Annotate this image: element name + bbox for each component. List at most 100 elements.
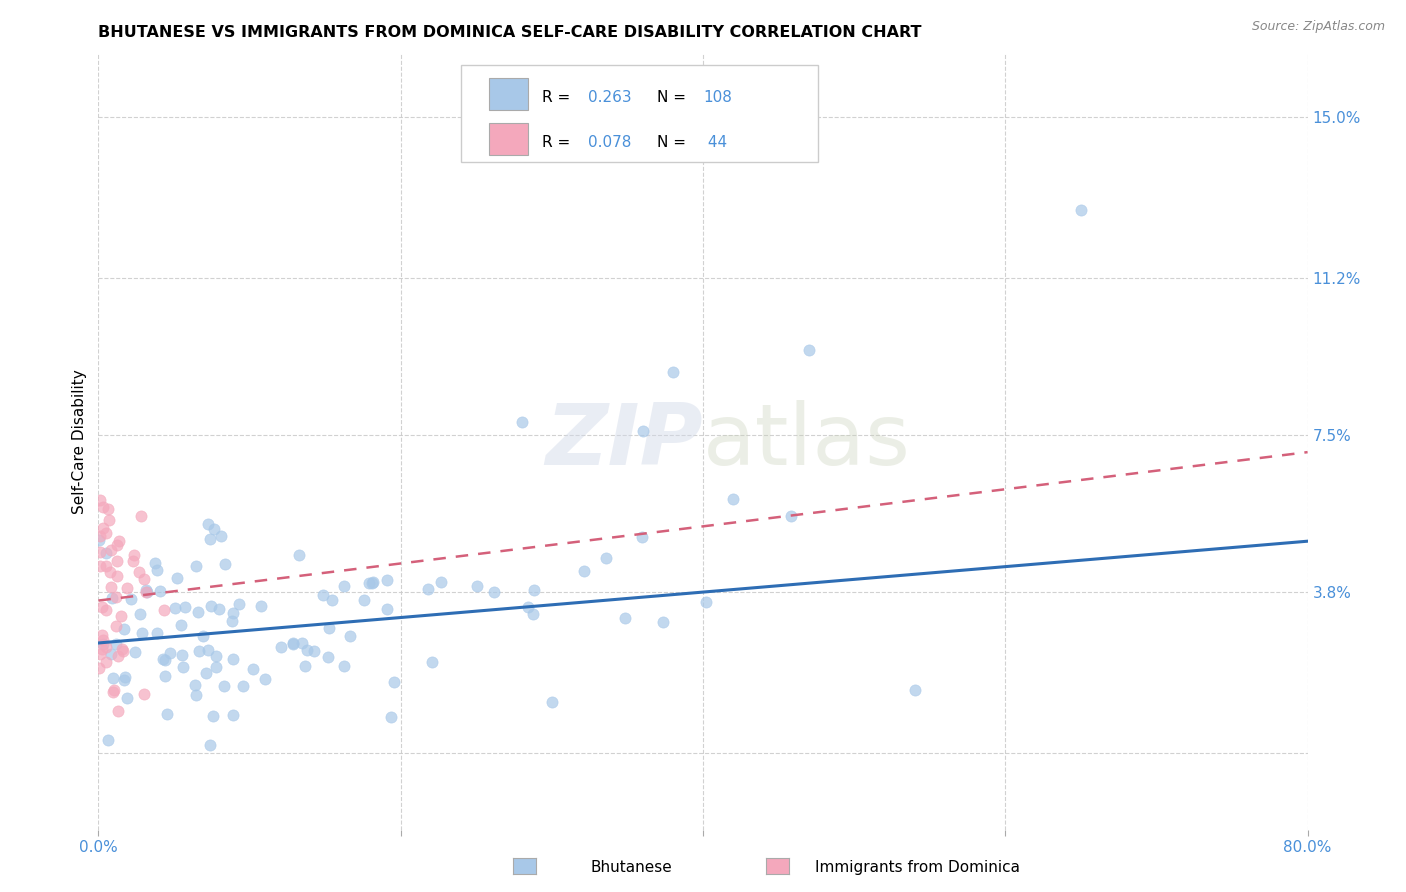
Point: [136, 585, 159, 599]
Point: [100, 542, 122, 557]
Point: [695, 595, 717, 609]
Point: [281, 636, 304, 650]
Point: [132, 572, 155, 586]
Point: [163, 601, 186, 615]
Y-axis label: Self-Care Disability: Self-Care Disability: [72, 369, 87, 514]
Point: [465, 579, 488, 593]
Point: [98, 565, 121, 579]
Point: [222, 708, 245, 723]
Point: [339, 629, 361, 643]
Point: [661, 365, 683, 379]
Point: [166, 571, 188, 585]
Point: [270, 640, 292, 655]
Point: [156, 707, 179, 722]
Text: atlas: atlas: [703, 400, 911, 483]
Text: N =: N =: [657, 90, 690, 105]
Point: [94, 640, 117, 655]
Point: [89, 529, 111, 543]
Point: [184, 688, 207, 702]
Text: 108: 108: [703, 90, 733, 105]
Point: [208, 602, 231, 616]
Point: [105, 538, 128, 552]
Text: Source: ZipAtlas.com: Source: ZipAtlas.com: [1251, 20, 1385, 33]
Point: [1070, 203, 1092, 218]
Point: [91, 637, 114, 651]
Point: [375, 573, 398, 587]
Text: Immigrants from Dominica: Immigrants from Dominica: [815, 860, 1021, 874]
Point: [316, 649, 339, 664]
Text: N =: N =: [657, 135, 690, 150]
Point: [101, 671, 124, 685]
Point: [155, 652, 177, 666]
Point: [89, 559, 111, 574]
Point: [89, 545, 111, 559]
Point: [131, 625, 153, 640]
Point: [159, 646, 181, 660]
Point: [184, 678, 207, 692]
Point: [631, 530, 654, 544]
Point: [418, 582, 440, 596]
Point: [94, 525, 117, 540]
Point: [115, 581, 138, 595]
Point: [294, 658, 316, 673]
Point: [484, 585, 506, 599]
Point: [353, 593, 375, 607]
Point: [517, 599, 540, 614]
Point: [87, 533, 110, 548]
Point: [172, 660, 194, 674]
Point: [201, 708, 224, 723]
Point: [122, 553, 145, 567]
Text: 0.078: 0.078: [588, 135, 631, 150]
Point: [291, 636, 314, 650]
Point: [360, 576, 382, 591]
Point: [651, 615, 673, 629]
Point: [89, 493, 111, 508]
Point: [91, 641, 114, 656]
Point: [128, 566, 150, 580]
Point: [111, 642, 134, 657]
Point: [429, 574, 451, 589]
Point: [124, 645, 146, 659]
Bar: [489, 123, 527, 155]
Point: [108, 533, 131, 548]
Point: [204, 659, 226, 673]
Point: [631, 424, 654, 438]
Point: [197, 643, 219, 657]
Point: [197, 517, 219, 532]
Point: [107, 554, 129, 568]
Point: [153, 603, 176, 617]
Point: [187, 605, 209, 619]
Point: [311, 588, 333, 602]
Point: [195, 665, 218, 680]
Point: [97, 502, 120, 516]
Point: [318, 621, 340, 635]
Point: [212, 679, 235, 693]
Point: [510, 416, 533, 430]
Point: [110, 609, 132, 624]
Point: [91, 632, 114, 647]
Point: [214, 557, 236, 571]
Point: [572, 564, 595, 578]
Point: [112, 673, 135, 688]
Point: [723, 491, 745, 506]
Point: [357, 576, 380, 591]
Point: [295, 643, 318, 657]
Point: [174, 600, 197, 615]
Point: [540, 695, 562, 709]
Point: [96, 558, 118, 573]
Point: [333, 658, 356, 673]
Point: [253, 672, 276, 686]
Point: [91, 500, 114, 515]
Point: [200, 599, 222, 613]
Point: [94, 546, 117, 560]
Point: [89, 661, 111, 675]
Point: [222, 607, 245, 621]
Point: [321, 593, 343, 607]
Point: [191, 629, 214, 643]
Point: [170, 618, 193, 632]
Text: 0.263: 0.263: [588, 90, 631, 105]
Point: [129, 508, 152, 523]
Point: [152, 652, 174, 666]
Point: [188, 644, 211, 658]
Point: [120, 591, 142, 606]
